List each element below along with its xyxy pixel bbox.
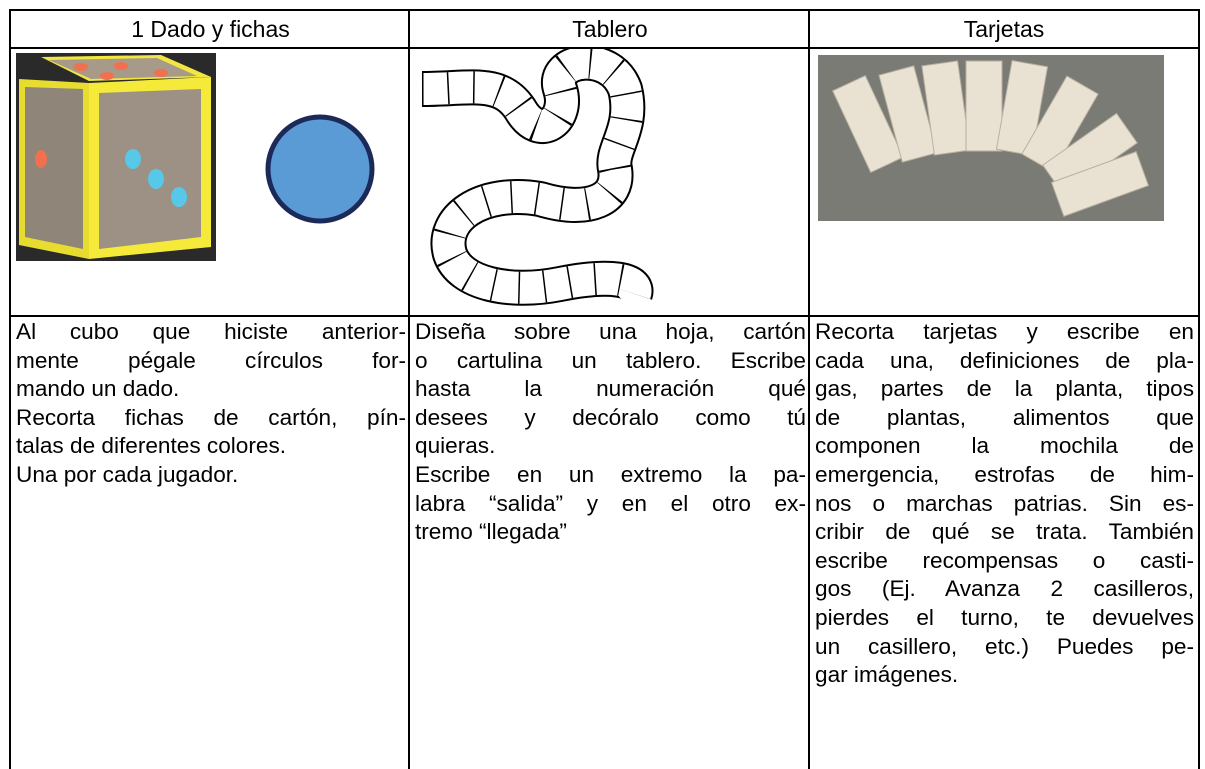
image-cell xyxy=(9,47,410,317)
text-line: mente pégale círculos for- xyxy=(16,347,406,373)
text-line: Una por cada jugador. xyxy=(16,461,239,487)
text-line: Recorta tarjetas y escribe en xyxy=(815,319,1194,344)
text-line: mando un dado. xyxy=(16,376,180,402)
text-line: Al cubo que hiciste anterior- xyxy=(16,319,406,344)
text-line: pierdes el turno, te devuelves xyxy=(815,604,1194,630)
text-cell: Recorta tarjetas y escribe en cada una, d… xyxy=(808,315,1200,769)
text-line: componen la mochila de xyxy=(815,433,1194,459)
cards-photo xyxy=(818,55,1164,221)
text-line: gar imágenes. xyxy=(815,662,959,688)
text-line: gos (Ej. Avanza 2 casilleros, xyxy=(815,576,1194,602)
text-line: Recorta fichas de cartón, pín- xyxy=(16,404,406,430)
header-text: Tarjetas xyxy=(963,16,1045,42)
header-cell: Tablero xyxy=(408,9,810,49)
image-cell xyxy=(408,44,810,317)
board-drawing xyxy=(421,44,654,306)
text-cell: Diseña sobre una hoja, cartón o cartulina… xyxy=(408,315,810,769)
text-line: desees y decóralo como tú xyxy=(415,404,806,430)
text-line: emergencia, estrofas de him- xyxy=(815,461,1194,487)
text-line: Diseña sobre una hoja, cartón xyxy=(415,319,806,344)
text-line: tremo “llegada” xyxy=(415,519,567,545)
text-line: gas, partes de la planta, tipos xyxy=(815,376,1194,402)
text-line: de plantas, alimentos que xyxy=(815,404,1194,430)
header-cell: 1 Dado y fichas xyxy=(9,9,410,49)
text-line: hasta la numeración qué xyxy=(415,376,806,402)
text-line: o cartulina un tablero. Escribe xyxy=(415,347,806,373)
image-cell xyxy=(808,47,1200,317)
text-line: nos o marchas patrias. Sin es- xyxy=(815,490,1194,516)
header-text: Tablero xyxy=(572,16,648,42)
text-line: labra “salida” y en el otro ex- xyxy=(415,490,806,516)
text-line: Escribe en un extremo la pa- xyxy=(415,461,806,487)
header-cell: Tarjetas xyxy=(808,9,1200,49)
dice-and-token xyxy=(16,53,375,261)
text-line: cada una, definiciones de pla- xyxy=(815,347,1194,373)
text-line: cribir de qué se trata. También xyxy=(815,519,1194,545)
text-line: quieras. xyxy=(415,433,496,459)
header-text: 1 Dado y fichas xyxy=(131,16,290,42)
text-line: escribe recompensas o casti- xyxy=(815,547,1194,573)
text-line: un casillero, etc.) Puedes pe- xyxy=(815,633,1194,659)
text-cell: Al cubo que hiciste anterior-mente pégal… xyxy=(9,315,410,769)
text-line: talas de diferentes colores. xyxy=(16,433,287,459)
